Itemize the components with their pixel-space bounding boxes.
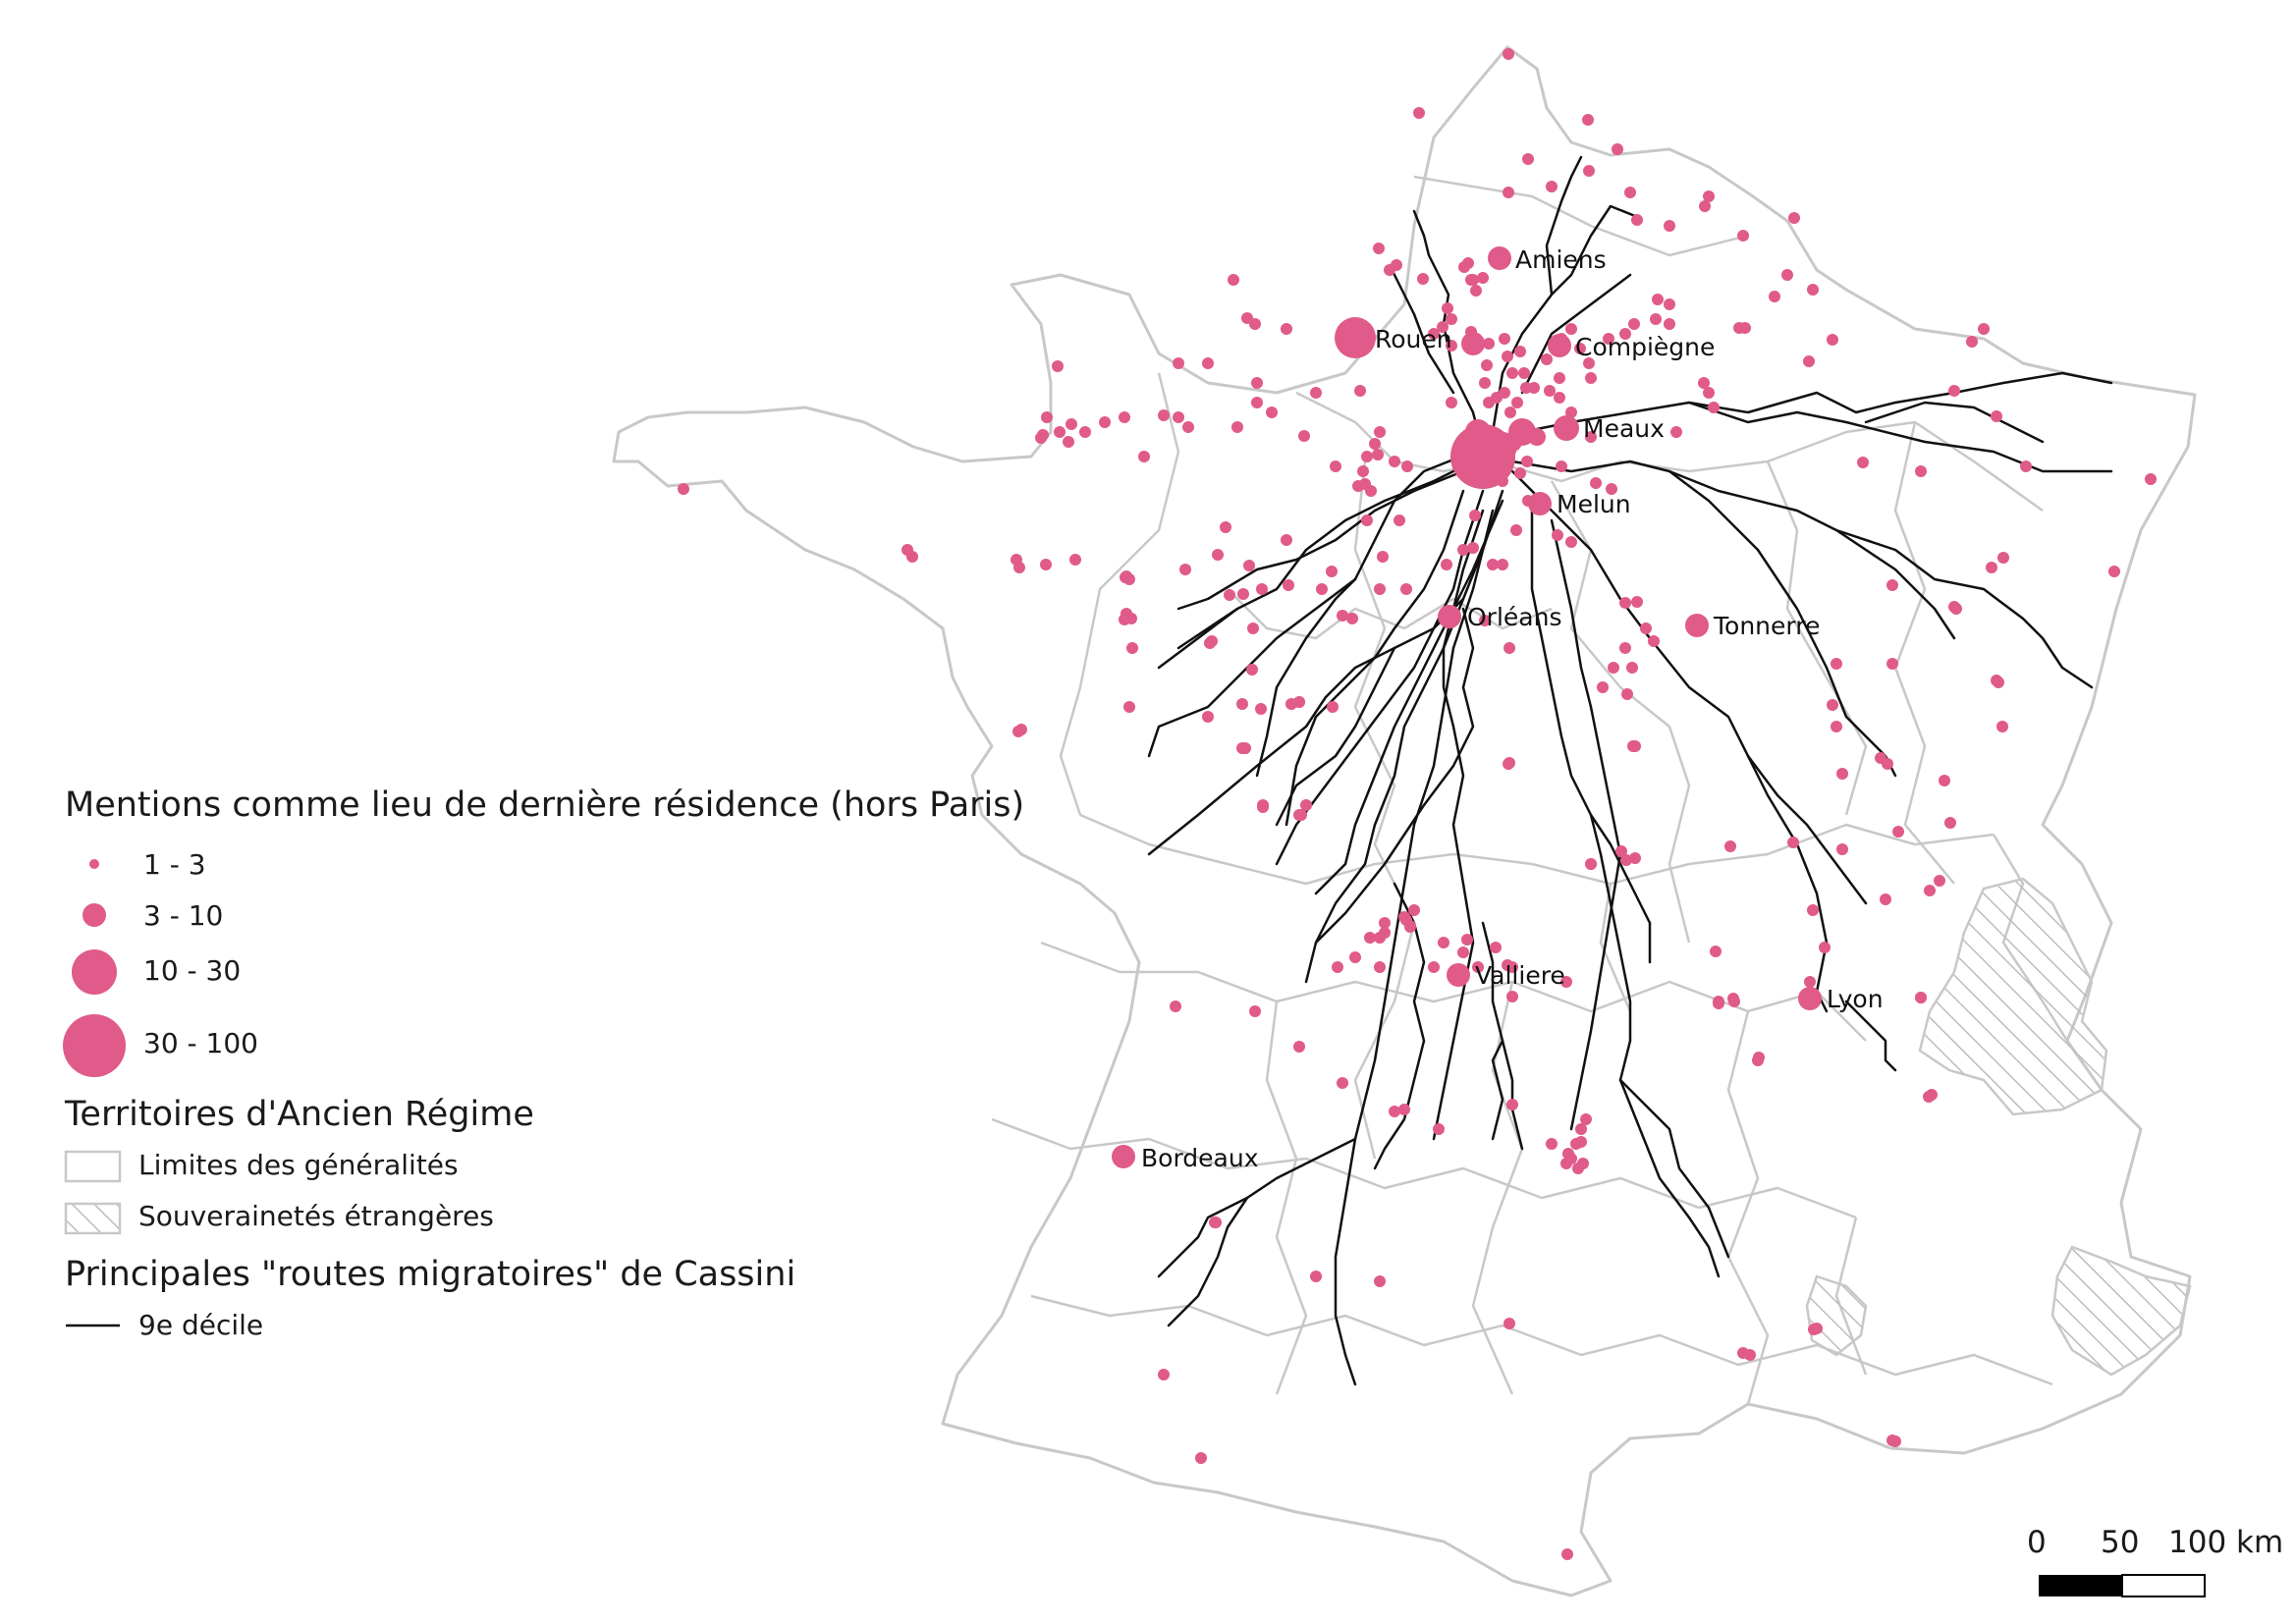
scale-bar xyxy=(2039,1574,2206,1597)
city-label-valliere: Valliere xyxy=(1475,961,1565,990)
paris-point xyxy=(1450,424,1515,489)
foreign-territory-avignon xyxy=(1805,1274,1868,1357)
foreign-territory-nice xyxy=(2050,1245,2192,1377)
legend-circle-30-100 xyxy=(63,1014,126,1077)
france-outline xyxy=(612,45,2197,1597)
city-label-amiens: Amiens xyxy=(1515,245,1607,274)
foreign-territory-savoy xyxy=(1918,877,2108,1116)
city-label-compiegne: Compiègne xyxy=(1575,333,1715,361)
legend-territories-title: Territoires d'Ancien Régime xyxy=(65,1095,534,1134)
legend-mentions-title: Mentions comme lieu de dernière résidenc… xyxy=(65,785,1025,825)
city-label-meaux: Meaux xyxy=(1583,414,1665,443)
legend-box-foreign xyxy=(64,1202,122,1235)
city-label-lyon: Lyon xyxy=(1827,985,1884,1013)
legend-circle-10-30 xyxy=(72,949,117,995)
city-label-melun: Melun xyxy=(1557,490,1631,518)
legend-label-3-10: 3 - 10 xyxy=(143,899,224,932)
scale-tick-100: 100 km xyxy=(2168,1525,2284,1560)
points-1-3 xyxy=(678,48,2157,1560)
legend-circle-3-10 xyxy=(82,903,106,927)
city-label-tonnerre: Tonnerre xyxy=(1713,612,1820,640)
legend-circle-1-3 xyxy=(89,859,99,869)
legend-label-generalites: Limites des généralités xyxy=(138,1149,459,1181)
legend-label-decile: 9e décile xyxy=(138,1309,264,1341)
legend-routes-title: Principales "routes migratoires" de Cass… xyxy=(65,1255,796,1294)
scale-tick-0: 0 xyxy=(2027,1525,2047,1560)
scale-tick-50: 50 xyxy=(2101,1525,2140,1560)
city-labels: Amiens Rouen Compiègne Meaux Melun Orléa… xyxy=(1141,245,1884,1172)
legend-label-1-3: 1 - 3 xyxy=(143,848,206,881)
city-label-bordeaux: Bordeaux xyxy=(1141,1144,1259,1172)
legend-symbols xyxy=(63,859,126,1327)
legend-label-foreign: Souverainetés étrangères xyxy=(138,1200,494,1232)
city-label-rouen: Rouen xyxy=(1375,325,1452,353)
legend-label-10-30: 10 - 30 xyxy=(143,954,242,987)
city-label-orleans: Orléans xyxy=(1467,603,1561,631)
legend-label-30-100: 30 - 100 xyxy=(143,1027,258,1059)
migration-routes xyxy=(1147,155,2113,1386)
legend-box-generalites xyxy=(64,1150,122,1183)
points-3-10 xyxy=(1112,246,1822,1168)
generalites-boundaries xyxy=(991,175,2069,1405)
